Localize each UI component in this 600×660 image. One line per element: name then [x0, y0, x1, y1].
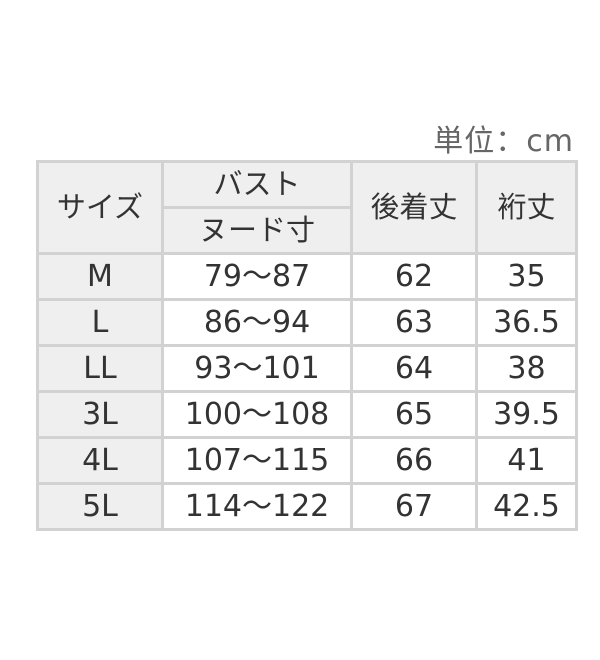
header-size: サイズ: [36, 160, 164, 255]
header-row: サイズ バスト 後着丈 裄丈: [36, 160, 578, 255]
header-bust: バスト: [161, 160, 353, 209]
table-row: L 86〜94 63 36.5: [36, 298, 578, 347]
table-row: 5L 114〜122 67 42.5: [36, 482, 578, 531]
bust-cell: 100〜108: [161, 390, 353, 439]
bust-cell: 114〜122: [161, 482, 353, 531]
sleeve-length-cell: 38: [475, 344, 578, 393]
sleeve-length-cell: 35: [475, 252, 578, 301]
header-sleeve-length: 裄丈: [475, 160, 578, 255]
bust-cell: 107〜115: [161, 436, 353, 485]
sleeve-length-cell: 42.5: [475, 482, 578, 531]
sleeve-length-cell: 36.5: [475, 298, 578, 347]
bust-cell: 86〜94: [161, 298, 353, 347]
table-row: M 79〜87 62 35: [36, 252, 578, 301]
back-length-cell: 63: [350, 298, 478, 347]
back-length-cell: 65: [350, 390, 478, 439]
bust-cell: 93〜101: [161, 344, 353, 393]
size-chart-table: サイズ バスト 後着丈 裄丈 ヌード寸 M 79〜87 62 35 L 86〜9…: [36, 160, 578, 531]
sleeve-length-cell: 41: [475, 436, 578, 485]
table-row: 3L 100〜108 65 39.5: [36, 390, 578, 439]
size-cell: 3L: [36, 390, 164, 439]
table-row: 4L 107〜115 66 41: [36, 436, 578, 485]
back-length-cell: 64: [350, 344, 478, 393]
header-back-length: 後着丈: [350, 160, 478, 255]
back-length-cell: 66: [350, 436, 478, 485]
size-cell: LL: [36, 344, 164, 393]
header-subrow: ヌード寸: [38, 206, 577, 255]
back-length-cell: 62: [350, 252, 478, 301]
header-bust-sub: ヌード寸: [161, 206, 353, 255]
size-cell: L: [36, 298, 164, 347]
back-length-cell: 67: [350, 482, 478, 531]
bust-cell: 79〜87: [161, 252, 353, 301]
size-cell: 4L: [36, 436, 164, 485]
unit-label: 単位：cm: [433, 124, 574, 159]
sleeve-length-cell: 39.5: [475, 390, 578, 439]
size-cell: M: [36, 252, 164, 301]
table-row: LL 93〜101 64 38: [36, 344, 578, 393]
size-cell: 5L: [36, 482, 164, 531]
